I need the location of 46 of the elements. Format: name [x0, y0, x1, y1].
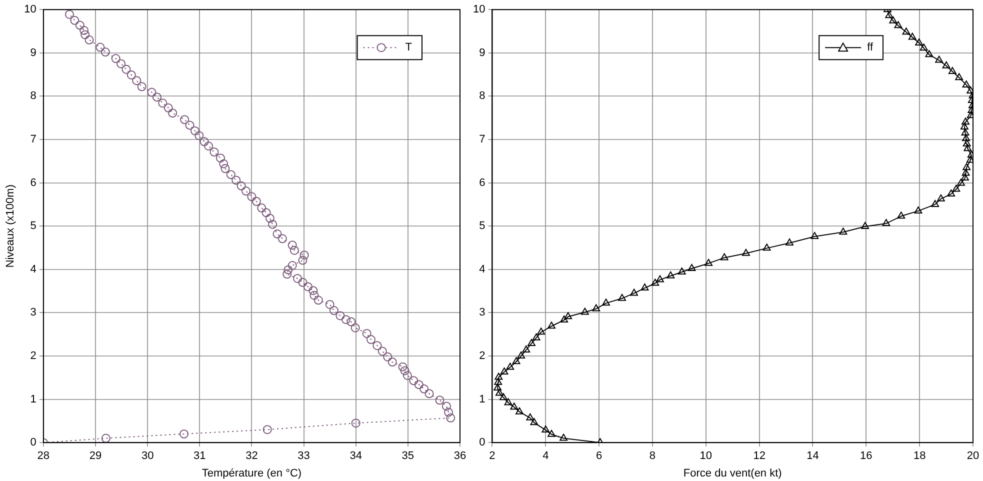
y-tick-label: 8	[479, 90, 486, 102]
y-tick-label: 0	[30, 436, 36, 449]
y-tick-label: 4	[479, 263, 486, 276]
x-axis-title: Température (en °C)	[202, 467, 302, 480]
x-tick-label: 10	[700, 450, 712, 462]
x-tick-label: 31	[194, 450, 206, 462]
legend-label: T	[405, 42, 412, 54]
x-tick-label: 14	[806, 450, 819, 462]
y-tick-label: 10	[472, 4, 486, 16]
y-tick-label: 5	[479, 220, 486, 232]
y-tick-label: 3	[479, 306, 486, 319]
y-tick-label: 3	[30, 306, 36, 319]
x-tick-label: 28	[37, 450, 50, 462]
y-tick-label: 2	[479, 350, 486, 362]
y-tick-label: 9	[30, 46, 36, 59]
x-tick-label: 18	[913, 450, 926, 462]
y-tick-label: 8	[30, 90, 36, 102]
x-tick-label: 33	[298, 450, 310, 462]
x-tick-label: 16	[860, 450, 872, 462]
y-tick-label: 7	[479, 134, 486, 146]
y-tick-label: 7	[30, 134, 36, 146]
x-tick-label: 2	[489, 450, 496, 462]
y-axis-title: Niveaux (x100m)	[4, 184, 17, 268]
x-tick-label: 8	[649, 450, 656, 462]
x-tick-label: 30	[141, 450, 154, 462]
y-tick-label: 9	[479, 46, 486, 59]
y-tick-label: 6	[30, 176, 36, 189]
x-tick-label: 4	[542, 450, 549, 462]
y-tick-label: 1	[30, 393, 36, 406]
y-tick-label: 0	[479, 436, 486, 449]
x-tick-label: 35	[402, 450, 414, 462]
x-tick-label: 29	[89, 450, 102, 462]
x-axis-title: Force du vent(en kt)	[683, 467, 782, 480]
y-tick-label: 2	[30, 350, 36, 362]
y-tick-label: 1	[479, 393, 486, 406]
x-tick-label: 20	[966, 450, 980, 462]
x-tick-label: 36	[454, 450, 466, 462]
x-tick-label: 32	[246, 450, 258, 462]
y-tick-label: 5	[30, 220, 36, 232]
x-tick-label: 34	[350, 450, 362, 462]
legend-label: ff	[867, 42, 874, 54]
x-tick-label: 6	[596, 450, 602, 462]
y-tick-label: 4	[30, 263, 36, 276]
x-tick-label: 12	[753, 450, 766, 462]
y-tick-label: 10	[24, 4, 36, 16]
y-tick-label: 6	[479, 176, 486, 189]
